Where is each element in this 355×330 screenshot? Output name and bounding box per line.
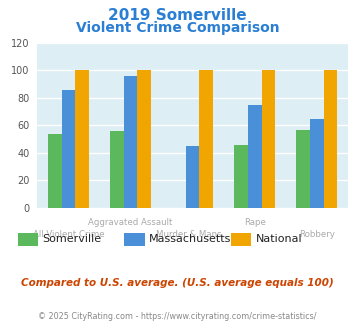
Bar <box>200 70 213 208</box>
Text: Aggravated Assault: Aggravated Assault <box>88 217 173 227</box>
Text: Somerville: Somerville <box>43 234 102 244</box>
Text: Massachusetts: Massachusetts <box>149 234 231 244</box>
Text: Murder & Mans...: Murder & Mans... <box>156 230 229 239</box>
Bar <box>248 105 262 208</box>
Text: Violent Crime Comparison: Violent Crime Comparison <box>76 21 279 35</box>
Bar <box>124 76 137 208</box>
Bar <box>310 118 324 208</box>
Text: Robbery: Robbery <box>299 230 335 239</box>
Text: Rape: Rape <box>244 217 266 227</box>
Bar <box>137 70 151 208</box>
Bar <box>296 129 310 208</box>
Text: Compared to U.S. average. (U.S. average equals 100): Compared to U.S. average. (U.S. average … <box>21 278 334 288</box>
Text: All Violent Crime: All Violent Crime <box>33 230 104 239</box>
Bar <box>75 70 89 208</box>
Bar <box>324 70 337 208</box>
Text: 2019 Somerville: 2019 Somerville <box>108 8 247 23</box>
Bar <box>234 145 248 208</box>
Bar <box>110 131 124 208</box>
Bar <box>262 70 275 208</box>
Bar <box>61 90 75 208</box>
Text: National: National <box>256 234 302 244</box>
Bar <box>48 134 61 208</box>
Bar <box>186 146 200 208</box>
Text: © 2025 CityRating.com - https://www.cityrating.com/crime-statistics/: © 2025 CityRating.com - https://www.city… <box>38 312 317 321</box>
